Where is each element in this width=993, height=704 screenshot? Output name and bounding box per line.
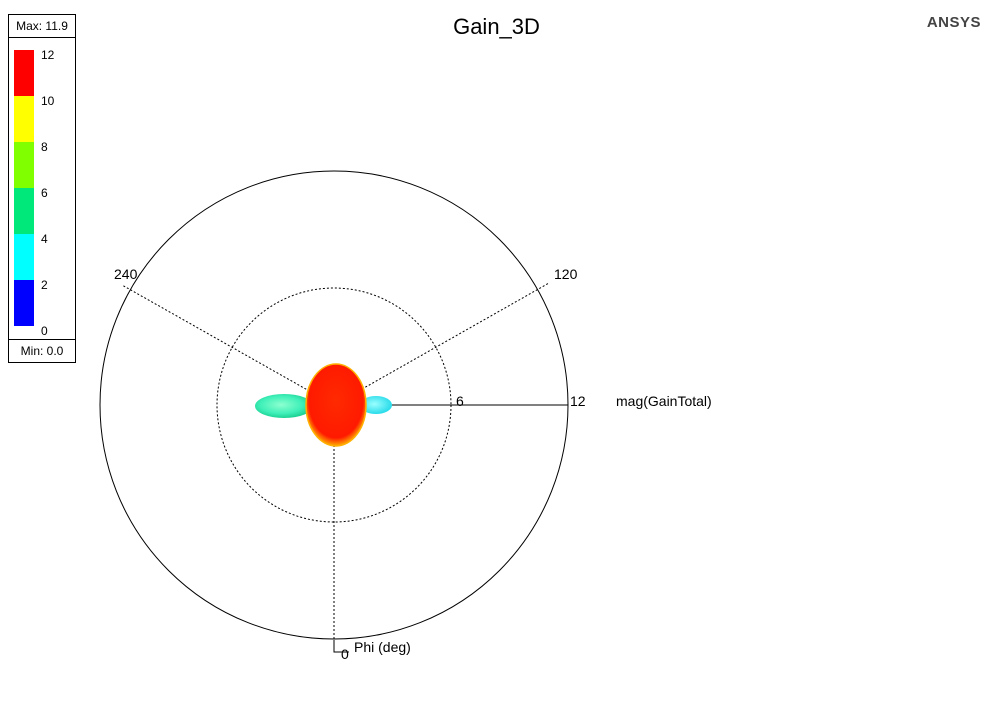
legend-min-label: Min: 0.0 — [9, 339, 75, 362]
legend-tick-label: 8 — [41, 140, 48, 154]
legend-tick-label: 10 — [41, 94, 55, 108]
legend-color-band — [14, 280, 34, 326]
legend-tick-label: 12 — [41, 48, 55, 62]
legend-color-band — [14, 234, 34, 280]
legend-color-band — [14, 142, 34, 188]
left-side-lobe — [255, 394, 313, 418]
legend-max-label: Max: 11.9 — [9, 15, 75, 38]
main-lobe — [305, 363, 367, 447]
spoke-120 — [333, 282, 550, 406]
radial-tick-label: 12 — [570, 393, 586, 409]
legend-color-band — [14, 188, 34, 234]
angle-tick-label: 240 — [114, 266, 138, 282]
spoke-240 — [121, 284, 335, 406]
radial-tick-label: 6 — [456, 393, 464, 409]
legend-tick-label: 4 — [41, 232, 48, 246]
right-side-lobe — [360, 396, 392, 414]
legend-tick-label: 6 — [41, 186, 48, 200]
legend-tick-label: 2 — [41, 278, 48, 292]
angle-tick-label: 0 — [341, 646, 349, 662]
radial-axis-label: mag(GainTotal) — [616, 393, 712, 409]
legend-color-band — [14, 50, 34, 96]
legend-tick-label: 0 — [41, 324, 48, 338]
legend-colorbar: 12 10 8 6 4 2 0 — [14, 48, 55, 338]
phi-axis-marker — [333, 640, 349, 653]
angle-tick-label: 120 — [554, 266, 578, 282]
chart-title: Gain_3D — [453, 14, 540, 39]
color-legend: Max: 11.9 12 10 8 6 4 2 0 Min: 0.0 — [8, 14, 76, 363]
ansys-logo: ANSYS — [926, 14, 981, 31]
legend-color-band — [14, 96, 34, 142]
angle-axis-label: Phi (deg) — [354, 639, 411, 655]
